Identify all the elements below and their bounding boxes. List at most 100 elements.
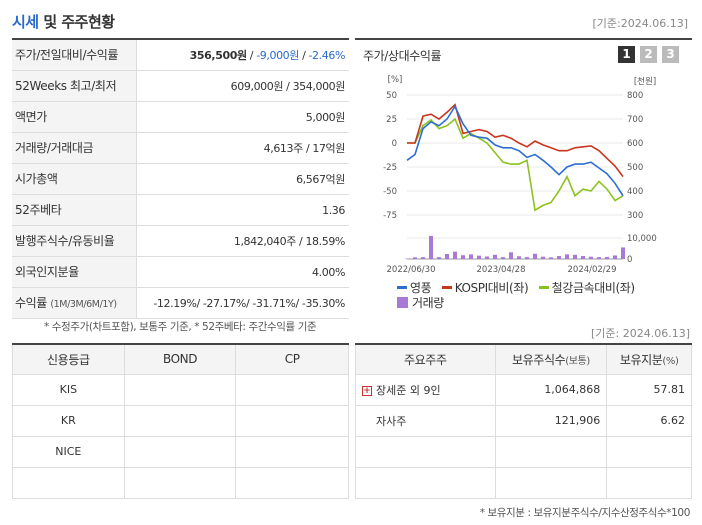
stock-chart: [%] [천원] 50 800 25 700 0 600 -25 500 -50 400 -75 300 1… <box>383 75 657 275</box>
volume-bar <box>525 257 529 259</box>
volume-bar <box>453 251 457 259</box>
holders-note: * 보유지분 : 보유지분주식수/지수산정주식수*100 <box>479 507 691 519</box>
expand-icon[interactable]: + <box>362 385 372 396</box>
section-header: 시세 및 주주현황 [기준:2024.06.13] <box>12 10 692 32</box>
left-tick-label: 0 <box>392 139 397 149</box>
table-row <box>12 466 349 499</box>
cp-rating <box>235 373 349 406</box>
row-value: 5,000원 <box>305 111 346 124</box>
chart-legend: 영풍 KOSPI대비(좌) 철강금속대비(좌) 거래량 <box>397 278 687 311</box>
rating-agency: KIS <box>12 373 125 406</box>
row-value: 609,000원 / 354,000원 <box>230 80 346 93</box>
legend-item-price: 영풍 <box>397 280 432 295</box>
volume-bar <box>533 253 537 259</box>
section-title: 시세 및 주주현황 <box>12 13 115 31</box>
volume-bar <box>461 255 465 259</box>
quote-row-52weeks: 52Weeks 최고/최저 609,000원 / 354,000원 <box>12 71 349 102</box>
quote-row-returns: 수익률 (1M/3M/6M/1Y) -12.19%/ -27.17%/ -31.… <box>12 288 349 319</box>
right-tick-label: 400 <box>627 187 643 197</box>
col-header-bond: BOND <box>123 343 237 375</box>
quote-row-par-value: 액면가 5,000원 <box>12 102 349 133</box>
holder-ratio <box>606 466 692 499</box>
left-axis-unit: [%] <box>388 75 403 85</box>
table-row: KR <box>12 404 349 437</box>
holder-shares <box>494 435 608 468</box>
row-label: 52Weeks 최고/최저 <box>12 71 137 101</box>
left-tick-label: 25 <box>386 115 397 125</box>
major-shareholders-table: 주요주주 보유주식수(보통) 보유지분(%) + 장세준 외 9인 1,064,8… <box>355 343 692 499</box>
quote-row-foreign: 외국인지분율 4.00% <box>12 257 349 288</box>
quote-row-volume: 거래량/거래대금 4,613주 / 17억원 <box>12 133 349 164</box>
quote-row-shares: 발행주식수/유동비율 1,842,040주 / 18.59% <box>12 226 349 257</box>
col-header-shares: 보유주식수(보통) <box>494 343 608 375</box>
volume-bar <box>469 254 473 259</box>
right-tick-label: 800 <box>627 91 643 101</box>
right-tick-label: 500 <box>627 163 643 173</box>
volume-bar <box>581 256 585 259</box>
rating-agency: KR <box>12 404 125 437</box>
volume-bar <box>477 255 481 259</box>
volume-bar <box>421 257 425 259</box>
col-header-holder: 주요주주 <box>355 343 496 375</box>
legend-item-steel: 철강금속대비(좌) <box>538 280 635 295</box>
chart-tab-1[interactable]: 1 <box>618 46 635 63</box>
quote-table: 주가/전일대비/수익률 356,500원 / -9,000원 / -2.46% … <box>12 38 349 319</box>
row-value: -12.19%/ -27.17%/ -31.71%/ -35.30% <box>153 297 345 310</box>
row-value: 1,842,040주 / 18.59% <box>233 235 346 248</box>
legend-item-volume: 거래량 <box>397 295 444 310</box>
quote-row-market-cap: 시가총액 6,567억원 <box>12 164 349 195</box>
cp-rating <box>235 435 349 468</box>
bond-rating <box>123 404 237 437</box>
volume-bar <box>445 253 449 259</box>
rating-agency: NICE <box>12 435 125 468</box>
right-axis-unit: [천원] <box>634 76 656 87</box>
table-row: NICE <box>12 435 349 468</box>
volume-bar <box>493 254 497 259</box>
volume-tick-label: 10,000 <box>627 234 657 244</box>
holder-name <box>355 435 496 468</box>
holder-ratio <box>606 435 692 468</box>
left-tick-label: -50 <box>383 187 397 197</box>
x-tick-label: 2022/06/30 <box>387 265 436 275</box>
quote-note: * 수정주가(차트포함), 보통주 기준, * 52주베타: 주간수익률 기준 <box>44 321 317 333</box>
bond-rating <box>123 466 237 499</box>
table-row: 자사주 121,906 6.62 <box>355 404 692 437</box>
right-tick-label: 300 <box>627 211 643 221</box>
cp-rating <box>235 466 349 499</box>
cp-rating <box>235 404 349 437</box>
row-label: 52주베타 <box>12 195 137 225</box>
volume-tick-label: 0 <box>627 255 632 265</box>
volume-bar <box>541 256 545 259</box>
legend-item-kospi: KOSPI대비(좌) <box>441 280 529 295</box>
left-tick-label: 50 <box>386 91 397 101</box>
left-tick-label: -25 <box>383 163 397 173</box>
volume-bar <box>509 252 513 259</box>
row-value: 4,613주 / 17억원 <box>263 142 346 155</box>
volume-bar <box>429 235 433 259</box>
right-tick-label: 700 <box>627 115 643 125</box>
left-tick-label: -75 <box>383 211 397 221</box>
holder-shares <box>494 466 608 499</box>
row-value: 356,500원 / -9,000원 / -2.46% <box>189 49 346 62</box>
row-value: 6,567억원 <box>296 173 345 186</box>
chart-tab-3[interactable]: 3 <box>662 46 679 63</box>
rating-agency <box>12 466 125 499</box>
volume-bar <box>573 254 577 259</box>
holder-ratio: 6.62 <box>606 404 692 437</box>
quote-row-price: 주가/전일대비/수익률 356,500원 / -9,000원 / -2.46% <box>12 40 349 71</box>
row-value: 1.36 <box>322 204 345 217</box>
volume-bar <box>413 257 417 259</box>
row-label: 액면가 <box>12 102 137 132</box>
col-header-rating: 신용등급 <box>12 343 125 375</box>
volume-bar <box>485 256 489 259</box>
kospi-relative-line <box>407 103 624 178</box>
credit-rating-table: 신용등급 BOND CP KIS KR NICE <box>12 343 349 499</box>
bond-rating <box>123 435 237 468</box>
right-tick-label: 600 <box>627 139 643 149</box>
row-label: 주가/전일대비/수익률 <box>12 40 137 70</box>
x-tick-label: 2023/04/28 <box>477 265 526 275</box>
table-row: + 장세준 외 9인 1,064,868 57.81 <box>355 373 692 406</box>
holder-shares: 1,064,868 <box>494 373 608 406</box>
chart-tab-2[interactable]: 2 <box>640 46 657 63</box>
chart-tabs: 1 2 3 <box>618 46 679 63</box>
